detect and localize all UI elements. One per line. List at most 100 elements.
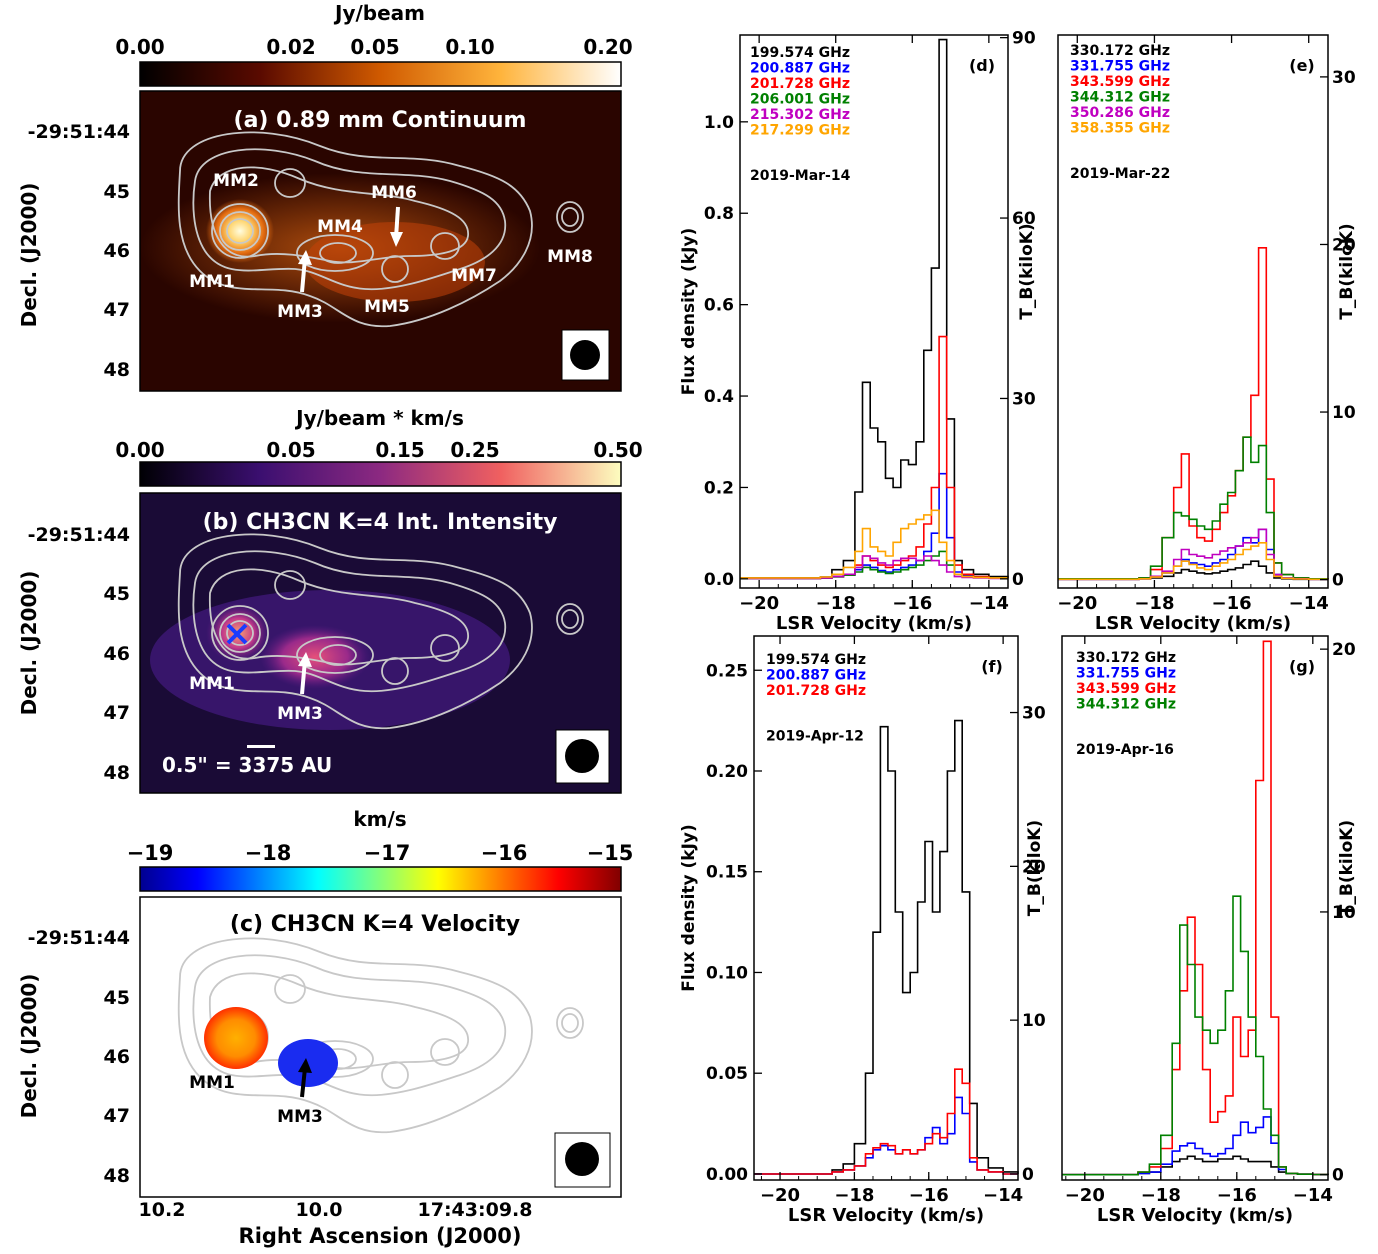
y2tick-label: 0	[1332, 1166, 1344, 1186]
source-label-mm1: MM1	[189, 674, 235, 694]
legend-entry: 344.312 GHz	[1070, 90, 1170, 106]
x-axis-label: LSR Velocity (km/s)	[776, 613, 972, 634]
panel-a: Jy/beam 0.00 0.02 0.05 0.10 0.20 (a) 0.8…	[17, 1, 633, 392]
source-label-mm5: MM5	[364, 297, 410, 317]
legend-entry: 199.574 GHz	[750, 45, 850, 61]
legend-entry: 200.887 GHz	[750, 61, 850, 77]
series-line	[1058, 560, 1329, 581]
observation-date: 2019-Mar-22	[1070, 166, 1170, 182]
spectrum-panel-g: −20 −18 −16 −140 10 20 LSR Velocity (km/s) T_B(…	[1061, 635, 1357, 1226]
ytick-label: 46	[104, 1046, 130, 1068]
series-line	[740, 555, 1008, 580]
source-label-mm1: MM1	[189, 272, 235, 292]
colorbar-b-tick: 0.15	[375, 438, 424, 462]
colorbar-c-tick: −16	[481, 841, 528, 865]
ytick-label: 0.6	[704, 296, 734, 316]
xtick-label: −16	[1212, 593, 1252, 614]
y2tick-label: 10	[1332, 403, 1356, 423]
colorbar-b-ticks: 0.00 0.05 0.15 0.25 0.50	[115, 438, 642, 462]
spectrum-panel-f: −20 −18 −16 −14 0.00 0.05 0.10 0.15 0.20 0.25 0 10 2…	[679, 635, 1046, 1226]
y2tick-label: 30	[1012, 389, 1036, 409]
colorbar-b-tick: 0.05	[266, 438, 315, 462]
series-line	[754, 1096, 1018, 1175]
map-c-xticks: 10.2 10.0 17:43:09.8	[139, 1199, 533, 1221]
beam-a	[570, 340, 600, 370]
colorbar-a-ticks: 0.00 0.02 0.05 0.10 0.20	[115, 35, 632, 59]
legend-entry: 200.887 GHz	[766, 668, 866, 684]
legend-entry: 330.172 GHz	[1070, 43, 1170, 59]
y2tick-label: 60	[1012, 209, 1036, 229]
ytick-label: 47	[104, 1105, 130, 1127]
xtick-label: −14	[983, 1185, 1023, 1206]
legend-entry: 350.286 GHz	[1070, 105, 1170, 121]
ytick-label: -29:51:44	[28, 121, 130, 143]
ytick-label: 46	[104, 240, 130, 262]
arrow-mm6-head	[390, 232, 403, 247]
velocity-disk-mm1	[204, 1007, 268, 1069]
legend-entry: 358.355 GHz	[1070, 121, 1170, 137]
xtick-label: 17:43:09.8	[418, 1199, 533, 1221]
ytick-label: 45	[104, 987, 130, 1009]
map-b-title: (b) CH3CN K=4 Int. Intensity	[203, 510, 558, 535]
beam-b	[565, 739, 599, 773]
ytick-label: 0.0	[704, 570, 734, 590]
ytick-label: 45	[104, 181, 130, 203]
colorbar-c	[139, 866, 622, 892]
xtick-label: −16	[892, 593, 932, 614]
legend-entry: 331.755 GHz	[1070, 59, 1170, 75]
y2-axis-label: T_B(kiloK)	[1017, 223, 1037, 319]
series-line	[1058, 436, 1329, 580]
ytick-label: 0.00	[706, 1165, 748, 1185]
colorbar-a-label: Jy/beam	[333, 1, 425, 25]
xtick-label: −20	[760, 1185, 800, 1206]
series-line	[740, 472, 1009, 580]
map-b-mm3	[260, 625, 370, 689]
series-line	[1062, 1116, 1329, 1176]
colorbar-b-tick: 0.25	[450, 438, 499, 462]
observation-date: 2019-Apr-16	[1076, 742, 1174, 758]
y2tick-label: 30	[1332, 68, 1356, 88]
legend-entry: 343.599 GHz	[1070, 74, 1170, 90]
observation-date: 2019-Apr-12	[766, 729, 864, 745]
colorbar-b-label: Jy/beam * km/s	[294, 406, 464, 430]
colorbar-c-tick: −18	[245, 841, 292, 865]
xtick-label: −14	[969, 593, 1009, 614]
map-b-labels: MM1 MM3	[189, 674, 323, 724]
panel-label: (f)	[981, 657, 1003, 676]
y2tick-label: 10	[1022, 1011, 1046, 1031]
xtick-label: −16	[1217, 1185, 1257, 1206]
ytick-label: 48	[104, 359, 130, 381]
xtick-label: −18	[1134, 593, 1174, 614]
arrow-mm3	[300, 1067, 307, 1098]
xtick-label: −18	[834, 1185, 874, 1206]
arrow-mm3-head	[298, 250, 312, 265]
colorbar-c-ticks: −19 −18 −17 −16 −15	[127, 841, 634, 865]
map-c-labels: MM1 MM3	[189, 1073, 323, 1127]
mm1-cross-marker	[226, 623, 248, 645]
colorbar-c-tick: −15	[587, 841, 634, 865]
map-a-labels: MM1 MM2 MM3 MM4 MM5 MM6 MM7 MM8	[189, 171, 593, 322]
x-axis-label: LSR Velocity (km/s)	[1097, 1205, 1293, 1226]
source-label-mm8: MM8	[547, 247, 593, 267]
beam-c	[565, 1142, 599, 1176]
xtick-label: 10.0	[296, 1199, 343, 1221]
map-c-yticks: -29:51:44 45 46 47 48	[28, 927, 130, 1187]
xtick-label: −18	[816, 593, 856, 614]
series-line	[1062, 895, 1329, 1176]
ytick-label: -29:51:44	[28, 524, 130, 546]
source-label-mm6: MM6	[371, 183, 417, 203]
panel-c: km/s −19 −18 −17 −16 −15 (c) CH3CN K=4 V…	[17, 807, 633, 1248]
xtick-label: −16	[909, 1185, 949, 1206]
panel-label: (g)	[1289, 657, 1315, 676]
ytick-label: 47	[104, 299, 130, 321]
series-line	[754, 719, 1019, 1175]
y-axis-label: Flux density (kJy)	[679, 824, 699, 992]
colorbar-a-tick: 0.20	[583, 35, 632, 59]
legend-entry: 215.302 GHz	[750, 107, 850, 123]
colorbar-c-tick: −19	[127, 841, 174, 865]
arrow-mm3-head	[298, 1058, 312, 1073]
legend-entry: 206.001 GHz	[750, 92, 850, 108]
spectrum-panel-e: −20 −18 −16 −140 10 20 30 LSR Velocity (km/s) T_…	[1057, 34, 1357, 634]
map-a-emission	[305, 222, 485, 302]
